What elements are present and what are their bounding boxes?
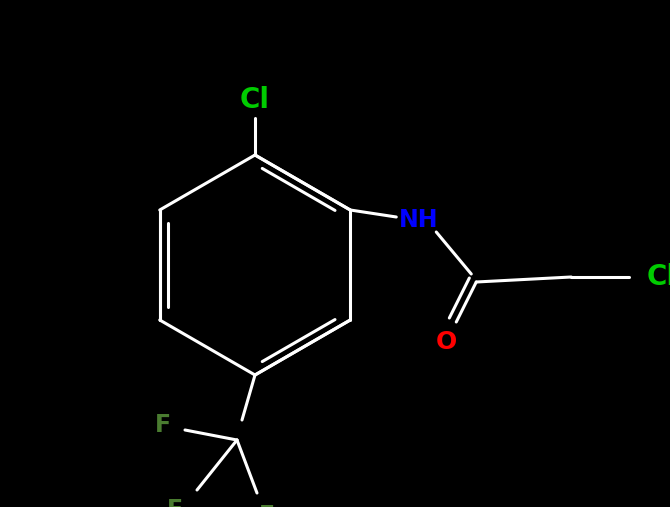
Text: F: F (259, 504, 275, 507)
Text: NH: NH (399, 208, 438, 232)
Text: Cl: Cl (240, 86, 270, 114)
Text: F: F (167, 498, 183, 507)
Text: F: F (155, 413, 171, 437)
Text: Cl: Cl (647, 263, 670, 291)
Text: O: O (436, 330, 457, 354)
